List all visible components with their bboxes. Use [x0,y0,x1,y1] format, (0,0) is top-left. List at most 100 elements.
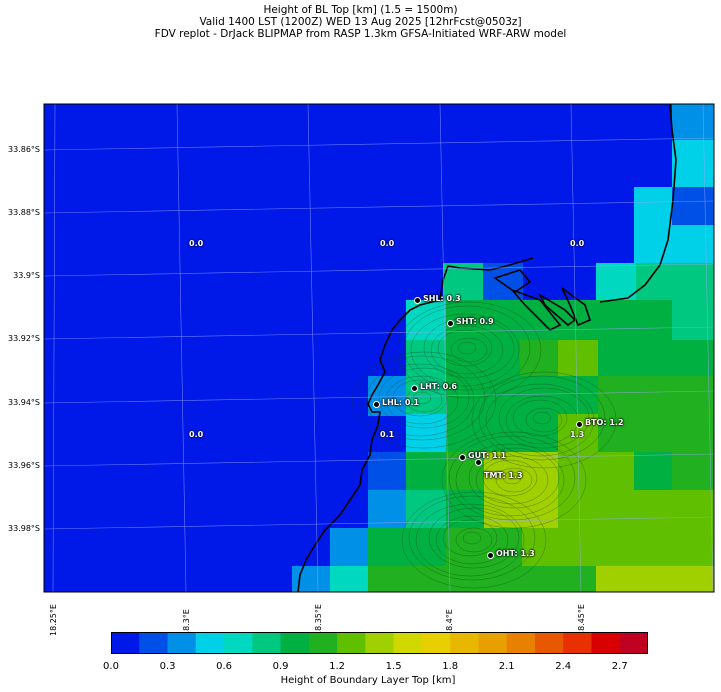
bl-height-cell [634,187,674,227]
colorbar-swatch [111,632,140,654]
terrain-contour [512,399,568,437]
station-marker [576,421,583,428]
lat-label: 33.98°S [8,524,40,533]
bl-height-cell [634,225,714,265]
terrain-contour [365,363,475,437]
station-label-bto: BTO: 1.2 [585,418,624,427]
colorbar-label: Height of Boundary Layer Top [km] [280,675,456,686]
colorbar-swatch [195,632,225,654]
colorbar-tick-label: 1.2 [329,661,346,672]
bl-height-cell [672,452,714,492]
bl-height-cell [558,452,634,492]
terrain-contour [405,387,443,413]
colorbar-tick-label: 1.5 [385,661,402,672]
terrain-contour [441,431,587,529]
bl-height-cell [368,566,596,592]
map-valid-time: Valid 1400 LST (1200Z) WED 13 Aug 2025 [… [199,16,522,28]
bl-height-cell [484,452,558,528]
bl-height-cell [596,566,714,592]
grid-value: 0.0 [189,239,204,248]
colorbar [111,632,648,654]
colorbar-swatch [478,632,508,654]
colorbar-swatch [224,632,253,654]
colorbar-swatch [393,632,423,654]
terrain-contour [468,447,560,509]
lat-label: 33.9°S [13,271,40,280]
bl-height-cells [292,104,714,592]
bl-height-cell [520,340,558,378]
colorbar-swatch [308,632,338,654]
bl-height-cell [672,376,714,416]
terrain-contour [495,467,533,493]
terrain-contour [471,371,617,469]
station-label-tmt: TMT: 1.3 [484,471,523,480]
bl-height-cell [598,340,714,378]
map-title: Height of BL Top [km] (1.5 = 1500m) [263,4,458,16]
colorbar-tick-label: 2.7 [611,661,628,672]
bl-height-cell [672,104,714,140]
station-label-sht: SHT: 0.9 [456,317,494,326]
terrain-contour [505,395,579,445]
bl-height-cell [672,187,714,225]
terrain-contour [448,435,576,521]
bl-height-cell [446,490,484,530]
terrain-contour [482,459,538,497]
colorbar-tick-label: 0.0 [103,661,119,672]
colorbar-swatch [252,632,282,654]
terrain-contour [401,491,547,589]
colorbar-tick-label: 1.8 [442,661,459,672]
lat-label: 33.86°S [8,145,40,154]
colorbar-swatch [506,632,536,654]
terrain-contour [415,503,525,577]
terrain-contour [478,375,606,461]
graticule [44,104,714,592]
terrain-contour [423,317,515,379]
bl-height-cell [406,340,446,378]
grid-value: 0.1 [380,430,395,439]
colorbar-swatch [139,632,169,654]
bl-height-cell [636,263,714,303]
terrain-contour [475,455,549,505]
lat-label: 33.94°S [8,398,40,407]
colorbar-swatch [450,632,479,654]
map-source: FDV replot - DrJack BLIPMAP from RASP 1.… [154,28,567,40]
colorbar-swatch [591,632,621,654]
colorbar-swatch [365,632,395,654]
terrain-contour [498,387,590,449]
bl-height-cell [330,528,370,568]
lon-label: 18.25°E [49,604,58,636]
station-marker [411,385,418,392]
bl-height-cell [522,528,596,568]
colorbar-tick-label: 0.9 [272,661,289,672]
terrain-contour [525,407,563,433]
bl-height-cell [672,140,714,188]
grid-value: 0.0 [570,239,585,248]
lat-label: 33.88°S [8,208,40,217]
lat-label: 33.96°S [8,461,40,470]
bl-height-cell [368,376,406,416]
bl-height-cell [446,528,522,568]
terrain-contour [410,313,520,387]
terrain-contour [502,471,522,485]
terrain-contour [462,531,482,545]
bl-height-cell [558,376,598,416]
map-frame [43,103,715,593]
terrain-contour [532,411,552,425]
grid-value: 1.3 [570,430,585,439]
colorbar-tick-label: 0.6 [216,661,232,672]
colorbar-tick-label: 0.3 [159,661,176,672]
station-marker [373,401,380,408]
terrain-contour [455,527,493,553]
station-label-oht: OHT: 1.3 [496,549,535,558]
coastline [297,104,677,592]
station-label-lht: LHT: 0.6 [420,382,457,391]
terrain-contour [437,329,493,367]
terrain-contour [403,305,531,391]
colorbar-tick-label: 2.4 [555,661,572,672]
colorbar-swatch [280,632,310,654]
bl-height-cell [596,528,714,568]
station-marker [459,454,466,461]
terrain-contour [442,519,498,557]
colorbar-tick-label: 2.1 [498,661,515,672]
